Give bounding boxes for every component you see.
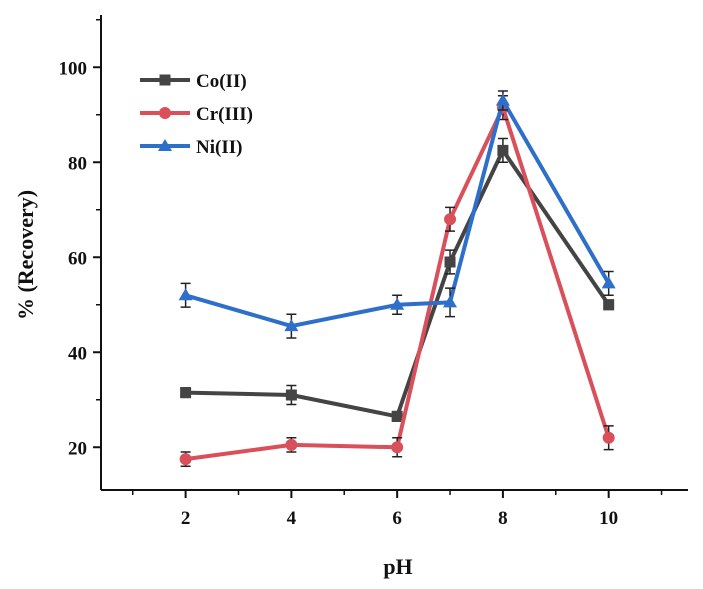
data-point — [285, 389, 297, 401]
y-axis-title: % (Recovery) — [13, 190, 38, 320]
legend-item: Cr(III) — [140, 104, 253, 125]
data-point — [443, 295, 458, 308]
y-tick-label: 60 — [68, 248, 87, 269]
series-line — [185, 105, 611, 462]
data-point — [602, 431, 615, 444]
data-point — [444, 256, 456, 268]
x-ticks: 2 4 6 8 10 — [131, 490, 663, 529]
legend-marker — [159, 107, 171, 119]
data-point — [601, 276, 616, 289]
data-point — [497, 144, 509, 156]
series-layer — [178, 90, 616, 467]
legend-label: Co(II) — [196, 71, 247, 92]
legend-label: Cr(III) — [196, 104, 253, 125]
legend-marker — [159, 74, 171, 86]
legend-item: Ni(II) — [140, 137, 242, 158]
data-point — [179, 453, 192, 466]
data-point — [495, 93, 510, 106]
x-tick-label: 2 — [181, 508, 191, 529]
y-tick-label: 100 — [59, 58, 88, 79]
data-point — [284, 319, 299, 332]
series-group — [178, 90, 616, 339]
legend-label: Ni(II) — [196, 137, 242, 158]
legend-item: Co(II) — [140, 71, 247, 92]
data-point — [390, 297, 405, 310]
x-tick-label: 6 — [392, 508, 402, 529]
y-tick-label: 40 — [68, 343, 87, 364]
x-tick-label: 4 — [287, 508, 297, 529]
y-tick-label: 20 — [68, 438, 87, 459]
data-point — [285, 438, 298, 451]
y-tick-label: 80 — [68, 153, 87, 174]
data-point — [391, 410, 403, 422]
x-tick-label: 10 — [599, 508, 618, 529]
series-line — [185, 98, 611, 329]
legend-marker — [158, 139, 172, 151]
x-tick-label: 8 — [498, 508, 508, 529]
x-axis-title: pH — [383, 554, 412, 579]
data-point — [603, 299, 615, 311]
data-point — [391, 441, 404, 454]
legend: Co(II) Cr(III) Ni(II) — [140, 71, 253, 158]
data-point — [178, 288, 193, 301]
y-ticks: 20 40 60 80 100 — [59, 19, 101, 459]
data-point — [444, 213, 457, 226]
series-line — [185, 148, 611, 419]
data-point — [180, 387, 192, 399]
axes-layer — [100, 15, 688, 491]
